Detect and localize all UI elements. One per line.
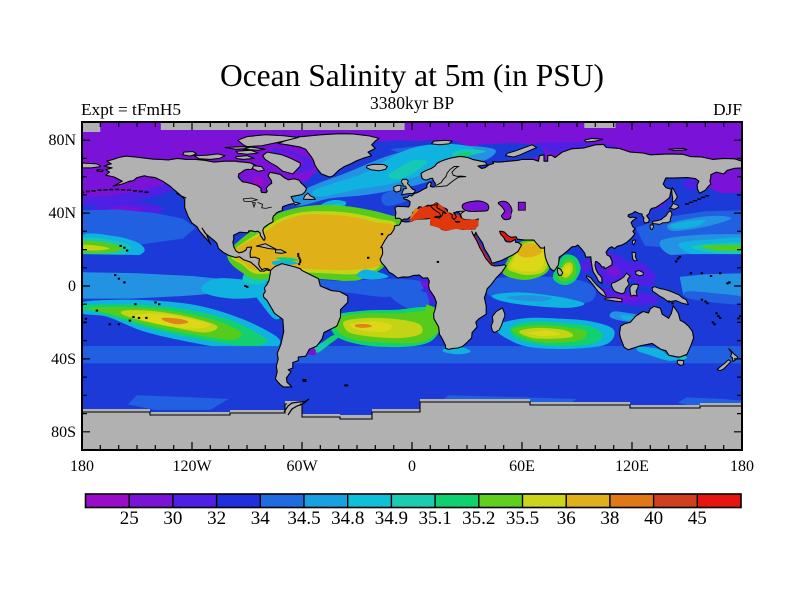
svg-text:35.2: 35.2 [462, 508, 495, 529]
svg-text:34: 34 [251, 508, 271, 529]
svg-text:0: 0 [408, 458, 416, 475]
svg-text:180: 180 [70, 458, 94, 475]
svg-text:60W: 60W [286, 458, 318, 475]
svg-text:80N: 80N [48, 132, 76, 149]
svg-text:40N: 40N [48, 205, 76, 222]
svg-text:45: 45 [688, 508, 707, 529]
svg-text:80S: 80S [51, 424, 76, 441]
svg-text:38: 38 [600, 508, 619, 529]
svg-text:40S: 40S [51, 351, 76, 368]
svg-text:40: 40 [644, 508, 663, 529]
svg-text:34.8: 34.8 [331, 508, 364, 529]
svg-text:60E: 60E [509, 458, 535, 475]
svg-text:3380kyr BP: 3380kyr BP [370, 93, 454, 113]
svg-text:120E: 120E [615, 458, 649, 475]
svg-text:DJF: DJF [713, 100, 742, 119]
svg-text:34.5: 34.5 [287, 508, 320, 529]
svg-text:36: 36 [557, 508, 576, 529]
svg-text:Expt = tFmH5: Expt = tFmH5 [81, 100, 181, 119]
svg-text:180: 180 [730, 458, 754, 475]
svg-text:35.1: 35.1 [418, 508, 451, 529]
svg-text:Ocean Salinity at 5m (in PSU): Ocean Salinity at 5m (in PSU) [220, 58, 604, 93]
svg-text:25: 25 [120, 508, 139, 529]
svg-text:0: 0 [68, 278, 76, 295]
svg-text:30: 30 [163, 508, 182, 529]
svg-text:34.9: 34.9 [375, 508, 408, 529]
svg-text:32: 32 [207, 508, 226, 529]
svg-text:35.5: 35.5 [506, 508, 539, 529]
svg-text:120W: 120W [172, 458, 212, 475]
